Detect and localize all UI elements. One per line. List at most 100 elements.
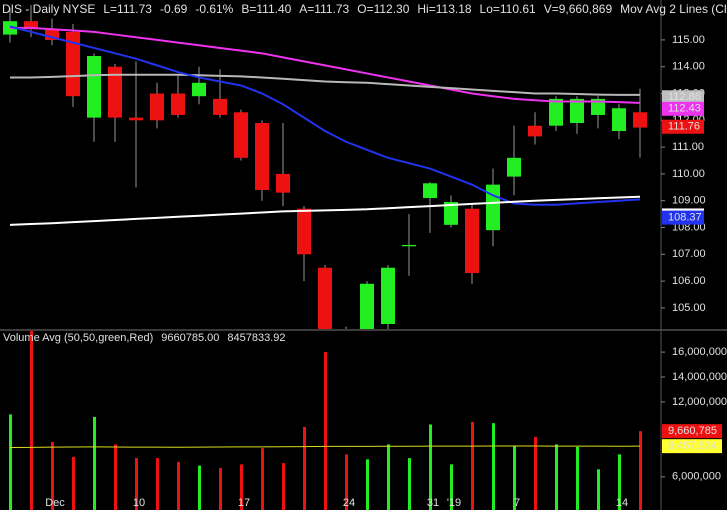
volume-bar [471, 421, 474, 510]
y-tick-label: 109.00 [672, 195, 706, 207]
candle-body [360, 283, 374, 329]
volume-bar [282, 463, 285, 510]
candle-body [570, 98, 584, 123]
y-tick-label: 107.00 [672, 248, 706, 260]
volume-tag [662, 424, 722, 439]
volume-bar [366, 459, 369, 510]
y-tick-label: 106.00 [672, 275, 706, 287]
candle-body [297, 208, 311, 255]
volume-bar [450, 464, 453, 510]
volume-bar [30, 331, 33, 510]
candle-body [213, 98, 227, 115]
y-tick-label: 6,000,000 [672, 471, 721, 483]
price-tag-label: 108.37 [668, 212, 702, 224]
volume-bar [303, 426, 306, 510]
volume-bar [534, 436, 537, 510]
y-tick-label: 115.00 [672, 34, 705, 46]
candle-body [591, 98, 605, 115]
x-tick-label: 24 [343, 497, 355, 509]
price-tag-label: 112.43 [668, 103, 701, 115]
x-tick-label: '19 [447, 497, 461, 509]
info-item: A=111.73 [299, 2, 349, 16]
volume-tag-label: 9,660,785 [668, 425, 717, 437]
candle-body [486, 184, 500, 231]
x-tick-label: 14 [616, 497, 628, 509]
volume-tag-label: 8,457,834 [668, 440, 717, 452]
volume-bar [408, 458, 411, 510]
volume-bar [345, 454, 348, 510]
candle-body [465, 208, 479, 274]
price-plot [3, 5, 647, 329]
y-tick-label: 110.00 [672, 168, 705, 180]
volume-average [9, 445, 641, 449]
candle-body [423, 183, 437, 199]
info-item: V=9,660,869 [544, 2, 613, 16]
moving-average [10, 73, 640, 96]
volume-bar [135, 458, 138, 510]
moving-average [9, 195, 641, 226]
y-tick-label: 12,000,000 [672, 396, 727, 408]
volume-bar [156, 458, 159, 510]
candle-body [612, 108, 626, 132]
info-item: O=112.30 [357, 2, 409, 16]
volume-bar [513, 445, 516, 510]
volume-bar [555, 444, 558, 510]
volume-bar [51, 441, 54, 510]
volume-bar [429, 424, 432, 510]
candle-body [507, 157, 521, 177]
candle-body [255, 123, 269, 190]
x-tick-label: 7 [514, 497, 520, 509]
candle-body [171, 93, 185, 115]
y-tick-label: 105.00 [672, 302, 706, 314]
price-tag [662, 119, 704, 134]
volume-bar [93, 416, 96, 510]
volume-bar [240, 464, 243, 510]
info-item: -0.69 [160, 2, 188, 16]
volume-bar [324, 352, 327, 510]
volume-plot [9, 331, 642, 510]
candle-body [66, 31, 80, 97]
x-tick-label: 31 [427, 497, 439, 509]
volume-title-value: 8457833.92 [227, 332, 285, 344]
volume-bar [597, 469, 600, 510]
y-tick-label: 114.00 [672, 61, 705, 73]
volume-bar [9, 414, 12, 510]
candle-body [528, 125, 542, 137]
candle-body [129, 117, 143, 121]
candle-body [444, 202, 458, 225]
moving-average [9, 25, 641, 206]
candle-body [24, 21, 38, 30]
x-tick-label: 10 [133, 497, 145, 509]
volume-bar [261, 448, 264, 510]
volume-bar [177, 461, 180, 510]
candle-body [402, 244, 416, 247]
candle-body [45, 29, 59, 40]
info-item: -0.61% [195, 2, 233, 16]
x-tick-label: 17 [238, 497, 250, 509]
volume-bar [198, 465, 201, 510]
moving-average [10, 26, 641, 104]
volume-title: Volume Avg (50,50,green,Red) [3, 332, 153, 344]
volume-bar [639, 431, 642, 510]
volume-bar [492, 423, 495, 510]
info-item: L=111.73 [103, 2, 152, 16]
candle-body [234, 112, 248, 158]
candle-body [150, 93, 164, 121]
price-tag-label: 112.86 [668, 91, 701, 103]
volume-title-value: 9660785.00 [161, 332, 219, 344]
volume-tag [662, 439, 722, 454]
y-tick-label: 111.00 [672, 141, 704, 153]
price-tag [662, 210, 704, 225]
volume-bar [387, 444, 390, 510]
y-tick-label: 16,000,000 [672, 346, 727, 358]
info-item: Lo=110.61 [480, 2, 536, 16]
y-tick-label: 14,000,000 [672, 371, 727, 383]
info-item: B=111.40 [241, 2, 291, 16]
info-item: DIS - Daily NYSE [2, 2, 95, 16]
candle-body [87, 56, 101, 118]
volume-bar [618, 454, 621, 510]
candle-body [192, 82, 206, 97]
volume-bar [219, 468, 222, 510]
